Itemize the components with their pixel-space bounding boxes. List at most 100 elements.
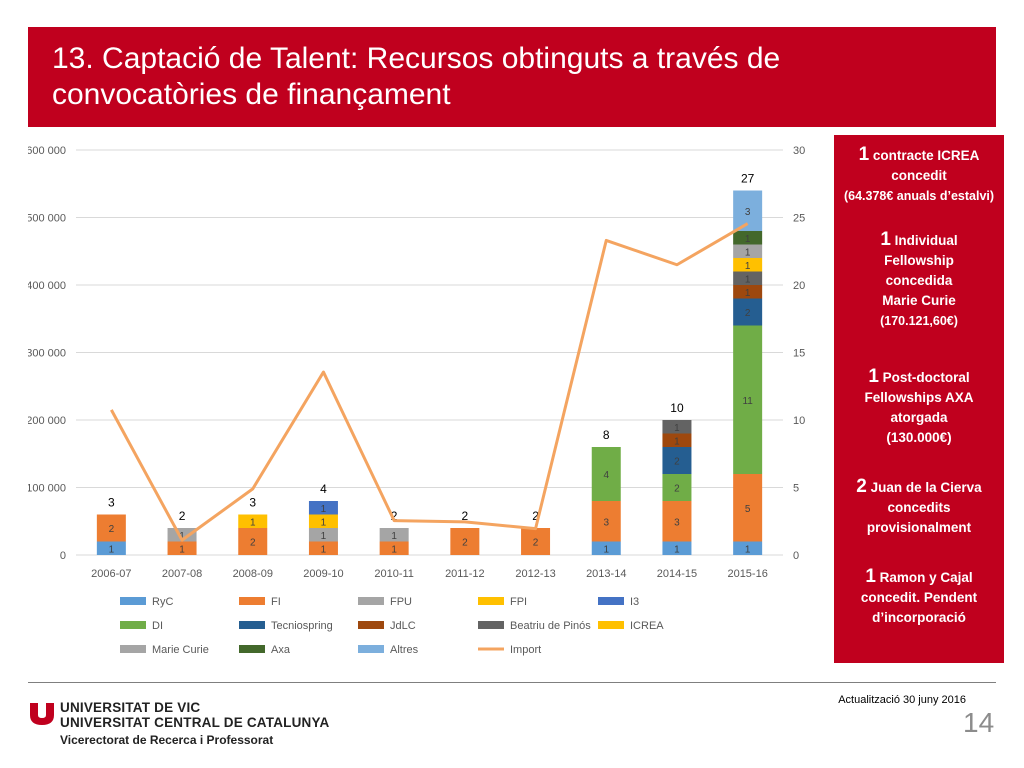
- legend-label: RyC: [152, 596, 173, 608]
- bar-segment-label: 1: [674, 423, 680, 434]
- bar-segment: [591, 501, 621, 542]
- legend-label: Import: [510, 644, 541, 656]
- note-line: Individual: [894, 233, 958, 248]
- legend-swatch: [120, 597, 146, 605]
- y-left-tick-label: 0: [60, 550, 66, 562]
- bar-segment-label: 1: [109, 544, 115, 555]
- note-number: 1: [865, 566, 876, 587]
- slide-title-line1: 13. Captació de Talent: Recursos obtingu…: [52, 42, 781, 75]
- note-line: Post-doctoral: [882, 370, 970, 385]
- university-logo-icon: [30, 703, 54, 725]
- legend-swatch: [120, 645, 146, 653]
- bar-segment: [167, 541, 197, 555]
- bar-segment: [591, 541, 621, 555]
- note-icrea: 1 contracte ICREA concedit (64.378€ anua…: [838, 145, 1000, 206]
- bar-segment-label: 2: [250, 538, 256, 549]
- university-name-line2: UNIVERSITAT CENTRAL DE CATALUNYA: [60, 715, 330, 730]
- bar-segment: [308, 501, 338, 515]
- bar-segment: [450, 528, 480, 555]
- legend-swatch: [358, 597, 384, 605]
- note-number: 2: [856, 476, 867, 497]
- bar-total-label: 4: [320, 482, 327, 496]
- page-number: 14: [963, 707, 995, 738]
- note-line: concedit: [891, 168, 947, 183]
- legend-swatch: [239, 645, 265, 653]
- note-line: concedida: [885, 273, 953, 288]
- note-line: d’incorporació: [872, 610, 966, 625]
- x-tick-label: 2014-15: [657, 568, 697, 580]
- bar-segment: [167, 528, 197, 542]
- y-right-tick-label: 0: [793, 550, 799, 562]
- legend-label: FPU: [390, 596, 412, 608]
- bar-segment-label: 11: [742, 396, 753, 407]
- note-line: contracte ICREA: [872, 148, 980, 163]
- note-detail: (64.378€ anuals d’estalvi): [843, 189, 995, 203]
- bar-segment: [308, 528, 338, 542]
- bar-segment: [96, 541, 126, 555]
- update-date: Actualització 30 juny 2016: [838, 694, 966, 706]
- bar-segment-label: 1: [745, 261, 751, 272]
- funding-chart: 0 100 000 200 000 300 000 400 000 500 000 600 …: [28, 145, 805, 656]
- legend-label: Altres: [390, 644, 419, 656]
- footer-divider: [28, 682, 996, 683]
- x-tick-label: 2011-12: [445, 568, 485, 580]
- y-right-tick-label: 10: [793, 415, 805, 427]
- import-line: [110, 222, 749, 542]
- legend-label: FPI: [510, 596, 527, 608]
- note-line: concedit. Pendent: [860, 590, 978, 605]
- bar-segment: [379, 528, 409, 542]
- note-line: Marie Curie: [882, 293, 956, 308]
- bar-total-label: 3: [249, 496, 256, 510]
- bar-segment: [733, 285, 763, 299]
- bar-segment-label: 3: [674, 517, 680, 528]
- slide-title: 13. Captació de Talent: Recursos obtingu…: [52, 41, 972, 113]
- bar-total-label: 8: [603, 428, 610, 442]
- bar-segment: [662, 474, 692, 501]
- bar-segment-label: 1: [179, 544, 185, 555]
- bar-segment: [662, 501, 692, 542]
- bar-segment: [733, 244, 763, 258]
- bar-segment-label: 2: [674, 457, 680, 468]
- note-number: 1: [868, 366, 879, 387]
- y-left-tick-label: 300 000: [28, 348, 66, 360]
- bar-total-label: 2: [179, 509, 186, 523]
- legend-label: FI: [271, 596, 281, 608]
- bar-segment-label: 2: [462, 538, 468, 549]
- legend-label: JdLC: [390, 620, 416, 632]
- bar-segment-label: 3: [745, 207, 751, 218]
- bar-segment-label: 1: [745, 544, 751, 555]
- note-line: Fellowships AXA: [864, 390, 974, 405]
- bar-segment: [521, 528, 551, 555]
- slide-title-line2: convocatòries de finançament: [52, 78, 451, 111]
- bar-segment: [379, 541, 409, 555]
- x-tick-label: 2009-10: [303, 568, 343, 580]
- bar-segment-label: 1: [321, 504, 327, 515]
- bar-segment-label: 1: [674, 544, 680, 555]
- y-right-tick-label: 5: [793, 483, 799, 495]
- bar-segment-label: 2: [674, 484, 680, 495]
- legend-swatch: [120, 621, 146, 629]
- y-left-tick-label: 400 000: [28, 280, 66, 292]
- bar-segment: [733, 325, 763, 474]
- note-line: atorgada: [890, 410, 948, 425]
- note-line: concedits: [887, 500, 951, 515]
- bar-segment: [733, 271, 763, 285]
- bar-segment-label: 1: [674, 436, 680, 447]
- legend-swatch: [598, 621, 624, 629]
- bar-segment-label: 1: [250, 517, 256, 528]
- bar-segment: [662, 541, 692, 555]
- bar-segment: [238, 528, 268, 555]
- bar-segment-label: 3: [603, 517, 609, 528]
- note-line: provisionalment: [866, 520, 972, 535]
- bar-segment: [308, 514, 338, 528]
- bar-total-label: 2: [391, 509, 398, 523]
- legend-swatch: [239, 621, 265, 629]
- legend-label: ICREA: [630, 620, 664, 632]
- x-tick-label: 2013-14: [586, 568, 626, 580]
- bar-segment-label: 1: [179, 531, 185, 542]
- legend-swatch: [598, 597, 624, 605]
- bar-segment-label: 1: [391, 531, 397, 542]
- bar-segment: [733, 298, 763, 326]
- bar-total-label: 27: [741, 172, 755, 186]
- note-line: Juan de la Cierva: [870, 480, 982, 495]
